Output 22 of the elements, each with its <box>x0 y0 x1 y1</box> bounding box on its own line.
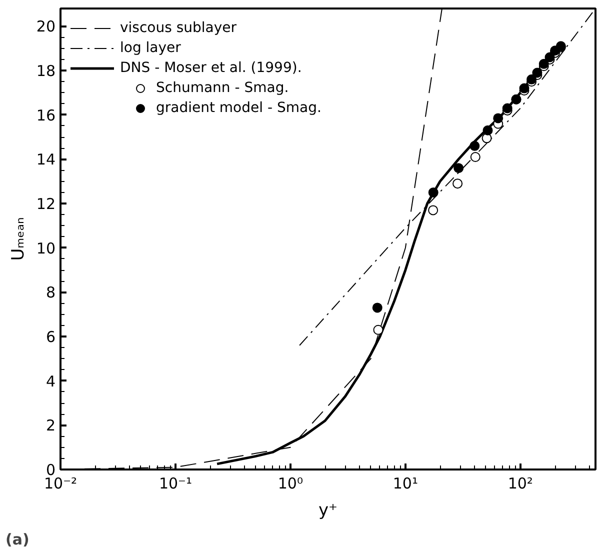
y-tick-label: 16 <box>36 106 56 124</box>
y-tick-label: 20 <box>36 18 56 36</box>
x-tick-label: 10² <box>508 474 533 492</box>
text: (a) <box>6 530 30 548</box>
y-tick-label: 6 <box>46 328 56 346</box>
x-axis-title: y⁺ <box>318 500 338 520</box>
y-axis-title: Uₘₑₐₙ <box>8 217 28 261</box>
y-tick-label: 8 <box>46 284 56 302</box>
legend-label: DNS - Moser et al. (1999). <box>120 59 302 78</box>
y-tick-label: 12 <box>36 195 56 214</box>
y-tick-label: 2 <box>46 416 56 435</box>
x-tick-label: 10¹ <box>392 474 418 492</box>
y-tick-label: 4 <box>46 372 56 390</box>
y-tick-label: 14 <box>36 150 56 169</box>
legend-label: Schumann - Smag. <box>156 79 289 98</box>
legend-label: log layer <box>120 39 181 58</box>
x-tick-label: 10⁻¹ <box>158 474 192 492</box>
y-tick-label: 10 <box>36 239 56 258</box>
y-tick-label: 18 <box>36 62 56 80</box>
x-tick-label: 10⁰ <box>278 474 304 492</box>
legend-label: gradient model - Smag. <box>156 99 322 118</box>
legend-label: viscous sublayer <box>120 19 237 38</box>
